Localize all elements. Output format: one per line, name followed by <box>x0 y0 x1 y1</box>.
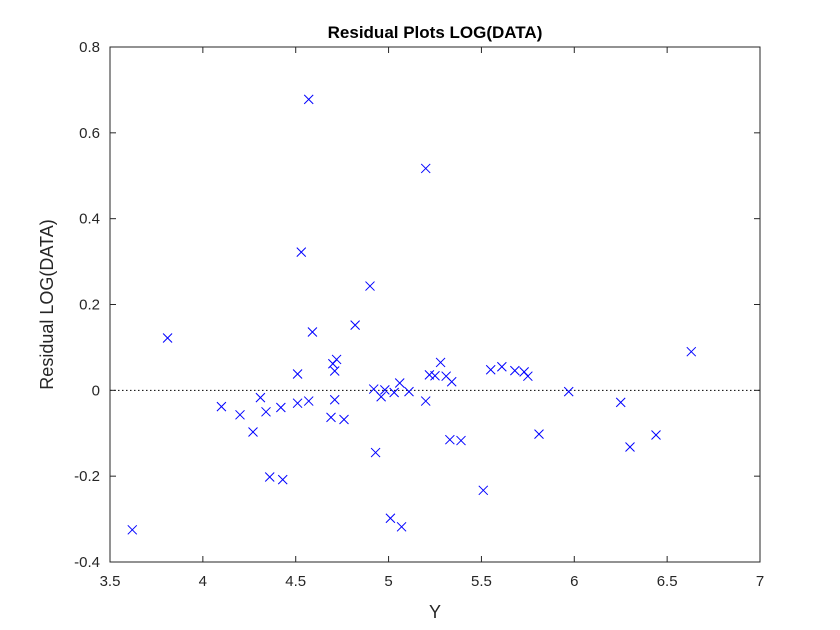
x-tick-label: 7 <box>756 573 764 590</box>
data-point-marker <box>292 369 303 379</box>
data-point-marker <box>277 474 288 485</box>
data-point-marker <box>420 163 431 174</box>
data-point-marker <box>350 320 360 330</box>
data-point-marker <box>235 409 245 420</box>
data-point-marker <box>523 371 533 382</box>
y-axis-ticks: -0.4 -0.2 0 0.2 0.4 0.6 0.8 <box>74 39 760 571</box>
data-point-marker <box>255 392 266 403</box>
data-point-marker <box>430 370 440 381</box>
data-point-marker <box>365 281 375 291</box>
data-point-marker <box>127 524 138 535</box>
data-point-marker <box>370 447 381 458</box>
data-point-marker <box>625 442 635 452</box>
data-point-marker <box>435 357 446 368</box>
chart-title: Residual Plots LOG(DATA) <box>328 23 543 42</box>
data-point-marker <box>303 396 314 406</box>
y-tick-label: 0.8 <box>79 39 100 56</box>
y-tick-label: 0.4 <box>79 211 100 228</box>
data-point-marker <box>497 361 507 372</box>
plot-area <box>110 47 760 562</box>
data-point-marker <box>368 384 379 394</box>
x-axis-ticks: 3.5 4 4.5 5 5.5 6 6.5 7 <box>100 47 764 590</box>
data-points <box>127 94 697 535</box>
data-point-marker <box>303 94 314 105</box>
data-point-marker <box>329 366 340 376</box>
data-point-marker <box>329 394 340 405</box>
data-point-marker <box>404 386 414 397</box>
data-point-marker <box>389 387 399 398</box>
y-tick-label: -0.4 <box>74 554 100 571</box>
data-point-marker <box>261 406 271 417</box>
x-tick-label: 5.5 <box>471 573 492 590</box>
data-point-marker <box>248 427 258 437</box>
data-point-marker <box>686 346 697 357</box>
y-tick-label: 0 <box>92 382 100 399</box>
data-point-marker <box>376 391 386 402</box>
y-tick-label: 0.2 <box>79 297 100 314</box>
data-point-marker <box>385 513 396 524</box>
x-tick-label: 5 <box>384 573 392 590</box>
data-point-marker <box>307 327 318 337</box>
data-point-marker <box>510 365 520 376</box>
x-tick-label: 6.5 <box>657 573 678 590</box>
data-point-marker <box>394 378 405 388</box>
data-point-marker <box>651 430 661 440</box>
x-tick-label: 4 <box>199 573 207 590</box>
data-point-marker <box>264 472 275 482</box>
data-point-marker <box>445 434 455 445</box>
data-point-marker <box>563 386 574 397</box>
x-tick-label: 3.5 <box>100 573 121 590</box>
x-tick-label: 4.5 <box>285 573 306 590</box>
data-point-marker <box>420 396 431 406</box>
data-point-marker <box>478 485 489 496</box>
data-point-marker <box>380 385 390 395</box>
x-axis-label: Y <box>429 602 441 622</box>
data-point-marker <box>534 429 544 439</box>
data-point-marker <box>396 521 407 532</box>
data-point-marker <box>162 333 173 343</box>
data-point-marker <box>326 412 336 423</box>
data-point-marker <box>216 401 227 412</box>
data-point-marker <box>456 435 466 446</box>
data-point-marker <box>615 397 626 408</box>
data-point-marker <box>339 414 349 425</box>
y-axis-label: Residual LOG(DATA) <box>37 219 57 389</box>
data-point-marker <box>485 364 496 375</box>
data-point-marker <box>331 354 342 365</box>
data-point-marker <box>292 398 303 409</box>
data-point-marker <box>276 402 286 413</box>
y-tick-label: -0.2 <box>74 468 100 485</box>
data-point-marker <box>446 376 457 387</box>
data-point-marker <box>296 247 307 257</box>
x-tick-label: 6 <box>570 573 578 590</box>
y-tick-label: 0.6 <box>79 125 100 142</box>
